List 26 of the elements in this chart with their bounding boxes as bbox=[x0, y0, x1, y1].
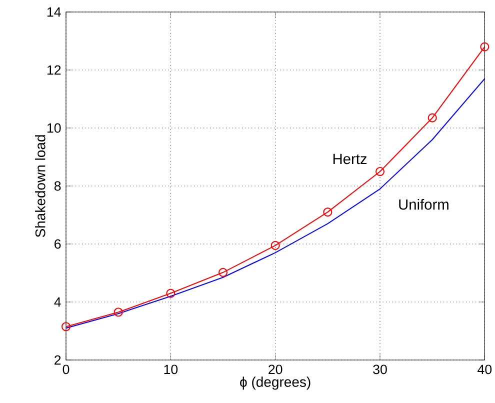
point bbox=[218, 268, 228, 278]
y-tick-label: 2 bbox=[54, 356, 61, 365]
x-tick-label: 10 bbox=[164, 364, 178, 374]
point bbox=[114, 308, 123, 317]
x-tick-label: 40 bbox=[478, 364, 492, 374]
point bbox=[270, 241, 280, 250]
y-tick-label: 6 bbox=[54, 239, 61, 249]
y-axis-title: Shakedown load bbox=[35, 135, 46, 238]
point bbox=[480, 42, 490, 52]
x-axis-title: ϕ (degrees) bbox=[240, 376, 310, 390]
point bbox=[166, 288, 176, 298]
y-tick-label: 12 bbox=[47, 66, 61, 75]
y-tick-label: 4 bbox=[54, 298, 61, 307]
line-series bbox=[66, 78, 485, 329]
y-tick-label: 14 bbox=[47, 8, 61, 17]
x-tick-label: 20 bbox=[268, 364, 282, 374]
point bbox=[61, 322, 71, 332]
point bbox=[375, 167, 385, 176]
point bbox=[428, 113, 437, 123]
x-tick-label: 30 bbox=[373, 364, 387, 374]
y-tick-label: 10 bbox=[47, 123, 61, 133]
point bbox=[323, 208, 332, 217]
annotation: Hertz bbox=[333, 154, 367, 164]
y-tick-label: 8 bbox=[54, 181, 61, 191]
annotation: Uniform bbox=[399, 199, 448, 210]
x-tick-label: 0 bbox=[62, 364, 70, 374]
